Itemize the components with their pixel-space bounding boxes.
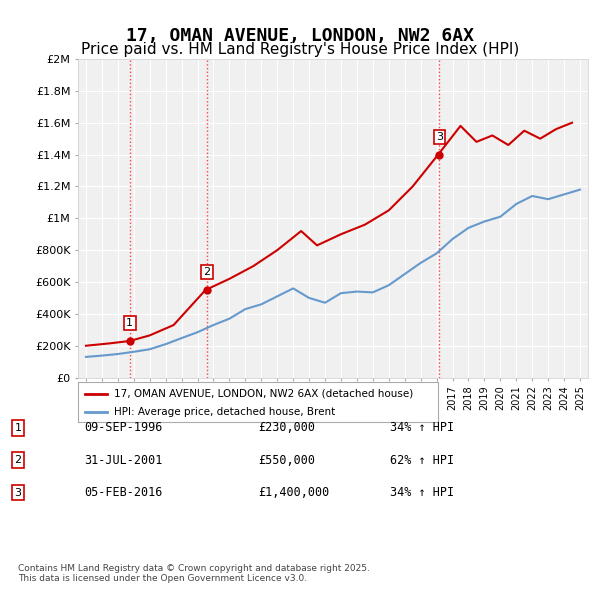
Text: Contains HM Land Registry data © Crown copyright and database right 2025.
This d: Contains HM Land Registry data © Crown c… [18, 563, 370, 583]
Text: Price paid vs. HM Land Registry's House Price Index (HPI): Price paid vs. HM Land Registry's House … [81, 42, 519, 57]
Text: HPI: Average price, detached house, Brent: HPI: Average price, detached house, Bren… [114, 407, 335, 417]
Text: 2: 2 [203, 267, 211, 277]
Text: £550,000: £550,000 [258, 454, 315, 467]
Text: 34% ↑ HPI: 34% ↑ HPI [390, 486, 454, 499]
Text: 31-JUL-2001: 31-JUL-2001 [84, 454, 163, 467]
Text: 1: 1 [126, 318, 133, 328]
Text: 2: 2 [14, 455, 22, 465]
Text: 17, OMAN AVENUE, LONDON, NW2 6AX: 17, OMAN AVENUE, LONDON, NW2 6AX [126, 27, 474, 45]
Text: £230,000: £230,000 [258, 421, 315, 434]
Text: 05-FEB-2016: 05-FEB-2016 [84, 486, 163, 499]
Text: 1: 1 [14, 423, 22, 432]
Text: 34% ↑ HPI: 34% ↑ HPI [390, 421, 454, 434]
Text: 09-SEP-1996: 09-SEP-1996 [84, 421, 163, 434]
Text: 3: 3 [436, 132, 443, 142]
Text: 62% ↑ HPI: 62% ↑ HPI [390, 454, 454, 467]
Text: 17, OMAN AVENUE, LONDON, NW2 6AX (detached house): 17, OMAN AVENUE, LONDON, NW2 6AX (detach… [114, 389, 413, 399]
Text: 3: 3 [14, 488, 22, 497]
Text: £1,400,000: £1,400,000 [258, 486, 329, 499]
